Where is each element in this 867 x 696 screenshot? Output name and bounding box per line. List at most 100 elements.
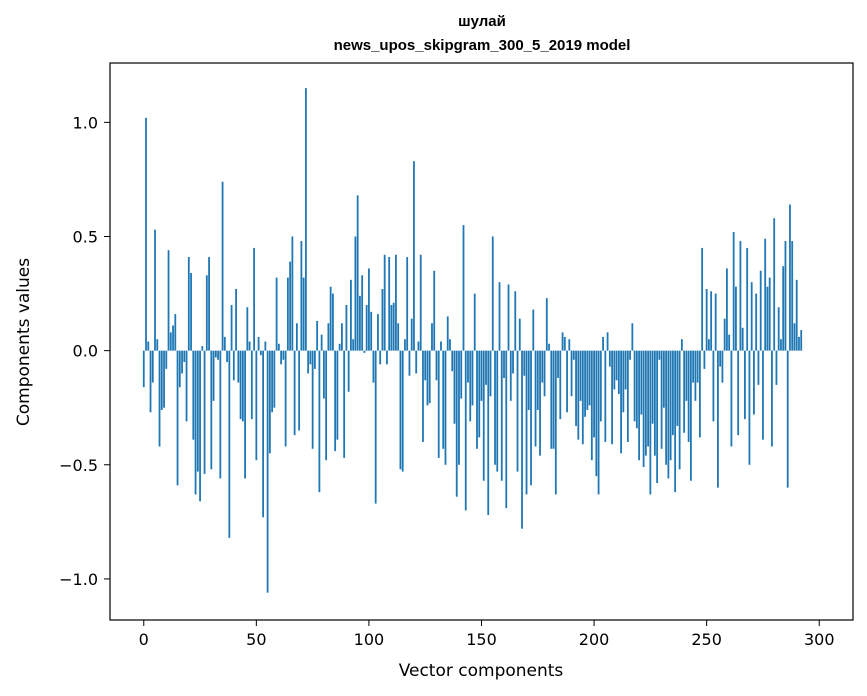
bar-235: [671, 350, 674, 436]
bar-239: [680, 339, 683, 351]
bar-24: [196, 350, 199, 472]
bar-8: [160, 350, 163, 410]
bar-110: [390, 304, 393, 351]
bar-285: [784, 241, 787, 351]
bar-178: [543, 350, 546, 397]
bar-198: [588, 350, 591, 406]
bar-259: [726, 268, 728, 351]
chart-title-line2: news_upos_skipgram_300_5_2019 model: [334, 37, 631, 54]
bar-267: [744, 350, 746, 420]
bar-173: [532, 309, 535, 351]
bar-23: [194, 350, 197, 495]
bar-79: [320, 334, 323, 351]
bar-141: [460, 350, 463, 399]
bar-95: [356, 195, 359, 351]
bar-14: [174, 314, 177, 351]
bar-242: [687, 350, 690, 442]
bar-52: [259, 350, 262, 356]
bar-236: [674, 350, 677, 493]
x-tick-label-4: 200: [579, 630, 610, 649]
bar-187: [563, 336, 566, 351]
bar-155: [491, 236, 494, 351]
bar-71: [302, 277, 305, 351]
bar-215: [626, 350, 629, 442]
bar-181: [550, 350, 553, 449]
bar-83: [329, 286, 332, 351]
bar-237: [676, 350, 679, 426]
bar-192: [575, 350, 577, 426]
bar-208: [611, 350, 613, 445]
bar-231: [662, 350, 665, 408]
bar-37: [226, 350, 228, 363]
bar-63: [284, 350, 287, 447]
bar-136: [449, 339, 451, 351]
bar-290: [795, 279, 798, 351]
bar-230: [660, 350, 663, 449]
bar-207: [608, 350, 611, 367]
bar-111: [392, 302, 395, 351]
bar-101: [370, 311, 373, 351]
bar-45: [244, 350, 246, 479]
bar-176: [539, 350, 541, 456]
bar-209: [613, 350, 616, 390]
bar-88: [341, 323, 343, 351]
x-axis-ticks: 0 50 100 150 200 250 300: [139, 620, 835, 649]
bar-61: [280, 350, 283, 365]
bar-226: [651, 350, 654, 424]
bar-66: [291, 236, 294, 351]
bar-278: [768, 277, 771, 351]
bar-131: [437, 350, 440, 458]
bar-147: [473, 293, 476, 351]
bar-184: [557, 350, 559, 379]
bar-263: [735, 286, 737, 351]
bar-139: [455, 350, 458, 497]
bars: [142, 88, 803, 593]
bar-125: [424, 350, 427, 381]
bar-185: [559, 350, 562, 420]
bar-127: [428, 350, 431, 404]
bar-276: [764, 238, 767, 351]
bar-175: [536, 350, 539, 410]
bar-91: [347, 350, 350, 392]
bar-260: [728, 334, 731, 351]
x-tick-label-1: 50: [246, 630, 266, 649]
bar-54: [264, 341, 267, 351]
bar-21: [190, 273, 192, 351]
bar-172: [530, 350, 532, 486]
bar-42: [237, 350, 240, 383]
bar-118: [408, 350, 411, 376]
bar-161: [505, 350, 508, 509]
bar-3: [149, 350, 152, 413]
bar-48: [250, 350, 253, 420]
bar-284: [782, 266, 785, 351]
bar-123: [419, 254, 422, 351]
x-tick-label-2: 100: [354, 630, 385, 649]
bar-292: [800, 330, 803, 351]
bar-205: [604, 350, 607, 442]
bar-87: [338, 343, 341, 351]
bar-129: [433, 270, 436, 351]
bar-223: [644, 350, 647, 456]
bar-221: [640, 350, 643, 415]
bar-36: [223, 336, 226, 351]
bar-186: [561, 332, 564, 351]
bar-149: [478, 350, 481, 438]
bar-243: [689, 350, 692, 481]
bar-197: [586, 350, 589, 410]
bar-60: [277, 343, 280, 351]
bar-146: [471, 350, 474, 406]
bar-20: [187, 257, 190, 351]
bar-28: [205, 275, 208, 351]
bar-280: [773, 218, 776, 351]
bar-128: [431, 323, 433, 351]
bar-96: [359, 295, 361, 351]
y-tick-label-4: 1.0: [73, 113, 98, 132]
bar-244: [692, 350, 695, 383]
bar-222: [642, 350, 645, 468]
bar-32: [214, 350, 217, 358]
bar-41: [235, 289, 237, 351]
bar-68: [295, 323, 298, 351]
bar-40: [232, 350, 235, 381]
bar-289: [793, 323, 796, 351]
